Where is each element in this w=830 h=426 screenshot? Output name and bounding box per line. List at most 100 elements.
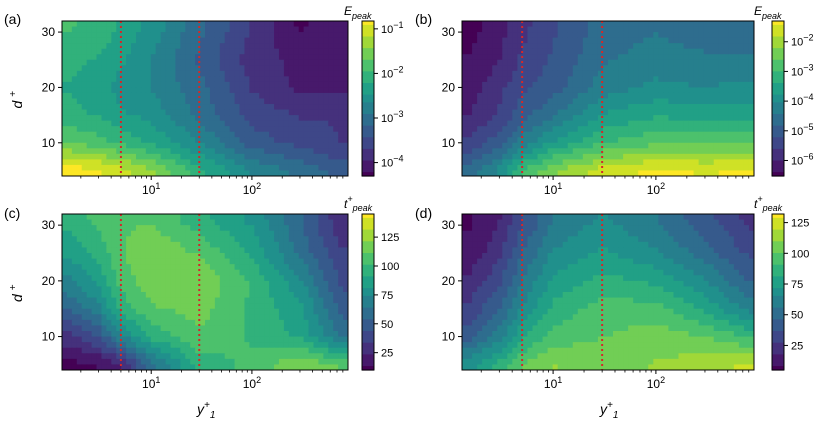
heatmap-cell — [62, 159, 68, 166]
heatmap-cell — [244, 59, 250, 66]
heatmap-cell — [180, 21, 186, 28]
heatmap-cell — [318, 219, 324, 226]
heatmap-cell — [91, 148, 98, 155]
heatmap-cell — [592, 104, 599, 111]
heatmap-cell — [239, 126, 246, 133]
heatmap-cell — [195, 247, 201, 254]
heatmap-cell — [552, 131, 559, 138]
heatmap-cell — [175, 37, 181, 44]
heatmap-cell — [259, 292, 265, 299]
heatmap-cell — [713, 59, 720, 66]
heatmap-cell — [502, 32, 508, 39]
heatmap-cell — [175, 148, 181, 155]
heatmap-cell — [205, 104, 211, 111]
heatmap-cell — [111, 37, 117, 44]
heatmap-cell — [205, 43, 211, 50]
heatmap-cell — [542, 92, 549, 100]
heatmap-cell — [318, 269, 324, 276]
heatmap-cell — [145, 214, 152, 221]
heatmap-cell — [160, 137, 167, 144]
heatmap-cell — [205, 297, 211, 304]
heatmap-cell — [160, 164, 167, 172]
heatmap-cell — [259, 43, 265, 50]
heatmap-cell — [239, 148, 246, 155]
heatmap-cell — [150, 253, 157, 260]
heatmap-cell — [269, 241, 275, 249]
heatmap-cell — [145, 325, 152, 332]
heatmap-cell — [254, 214, 260, 221]
heatmap-cell — [259, 214, 265, 221]
heatmap-cell — [86, 214, 93, 221]
heatmap-cell — [121, 48, 127, 55]
heatmap-cell — [572, 81, 579, 89]
heatmap-cell — [582, 26, 589, 33]
heatmap-cell — [683, 70, 690, 77]
heatmap-cell — [608, 137, 614, 144]
heatmap-cell — [190, 109, 196, 116]
heatmap-cell — [150, 87, 157, 94]
heatmap-cell — [131, 26, 137, 33]
heatmap-cell — [244, 54, 250, 61]
heatmap-cell — [298, 258, 305, 265]
heatmap-cell — [338, 43, 344, 50]
heatmap-cell — [293, 104, 300, 111]
heatmap-cell — [214, 230, 221, 237]
heatmap-cell — [91, 153, 98, 160]
heatmap-cell — [175, 275, 181, 282]
heatmap-cell — [683, 87, 690, 94]
heatmap-cell — [698, 153, 705, 160]
heatmap-cell — [587, 26, 594, 33]
heatmap-cell — [318, 32, 324, 39]
heatmap-cell — [224, 126, 231, 133]
heatmap-cell — [244, 164, 250, 172]
heatmap-cell — [234, 336, 241, 343]
heatmap-cell — [214, 76, 221, 83]
heatmap-cell — [477, 159, 483, 166]
heatmap-cell — [313, 214, 320, 221]
heatmap-cell — [135, 314, 142, 321]
heatmap-cell — [145, 358, 152, 366]
heatmap-cell — [743, 164, 750, 172]
heatmap-cell — [200, 297, 206, 304]
heatmap-cell — [688, 120, 695, 127]
heatmap-cell — [116, 308, 122, 315]
heatmap-cell — [658, 76, 664, 83]
heatmap-c — [62, 214, 348, 370]
heatmap-cell — [101, 358, 107, 366]
heatmap-cell — [298, 26, 305, 33]
heatmap-cell — [111, 219, 117, 226]
heatmap-cell — [643, 65, 649, 72]
heatmap-cell — [653, 164, 659, 172]
heatmap-cell — [66, 87, 73, 94]
heatmap-cell — [278, 308, 285, 315]
heatmap-cell — [62, 269, 68, 276]
heatmap-cell — [663, 48, 670, 55]
heatmap-cell — [190, 286, 196, 293]
heatmap-cell — [135, 214, 142, 221]
heatmap-cell — [623, 159, 629, 166]
heatmap-cell — [269, 225, 275, 232]
heatmap-cell — [703, 142, 710, 149]
heatmap-cell — [180, 170, 186, 176]
heatmap-cell — [708, 81, 715, 89]
heatmap-cell — [244, 81, 250, 89]
heatmap-cell — [532, 98, 539, 105]
heatmap-cell — [150, 325, 157, 332]
heatmap-cell — [663, 120, 670, 127]
heatmap-cell — [81, 164, 88, 172]
heatmap-cell — [91, 319, 98, 327]
heatmap-cell — [532, 65, 539, 72]
heatmap-cell — [477, 32, 483, 39]
heatmap-cell — [81, 54, 88, 61]
heatmap-cell — [214, 153, 221, 160]
heatmap-cell — [323, 275, 329, 282]
heatmap-cell — [298, 164, 305, 172]
heatmap-cell — [527, 115, 534, 122]
heatmap-cell — [91, 70, 98, 77]
heatmap-cell — [214, 280, 221, 288]
heatmap-cell — [673, 70, 680, 77]
heatmap-cell — [303, 219, 310, 226]
heatmap-cell — [303, 148, 310, 155]
heatmap-cell — [343, 219, 348, 226]
